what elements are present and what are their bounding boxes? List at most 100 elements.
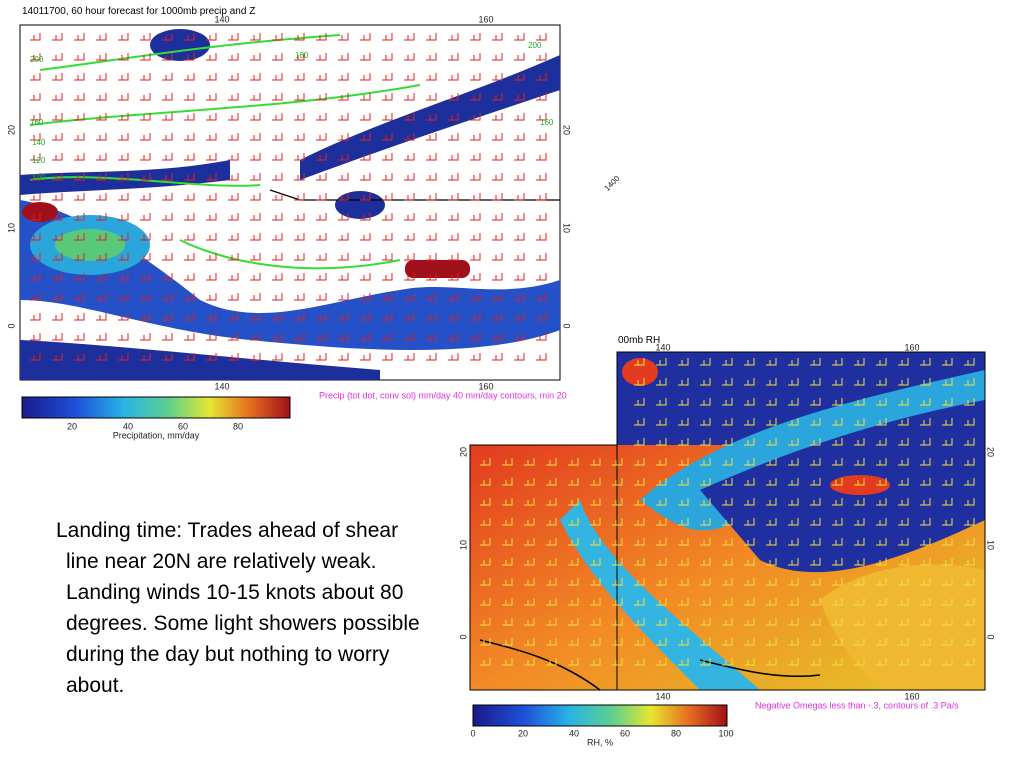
wind-barb — [536, 113, 547, 121]
wind-barb — [118, 333, 129, 341]
wind-barb — [404, 173, 415, 181]
wind-barb — [338, 353, 349, 361]
wind-barb — [700, 478, 711, 486]
wind-barb — [338, 253, 349, 261]
wind-barb — [502, 538, 513, 546]
wind-barb — [854, 358, 865, 366]
wind-barb — [96, 333, 107, 341]
wind-barb — [448, 93, 459, 101]
wind-barb — [184, 193, 195, 201]
wind-barb — [536, 93, 547, 101]
wind-barb — [206, 93, 217, 101]
wind-barb — [162, 273, 173, 281]
wind-barb — [546, 538, 557, 546]
wind-barb — [382, 133, 393, 141]
wind-barb — [74, 33, 85, 41]
colorbar-tick: 60 — [620, 728, 630, 738]
wind-barb — [546, 658, 557, 666]
wind-barb — [228, 313, 239, 321]
lon-label: 160 — [904, 691, 919, 701]
wind-barb — [656, 378, 667, 386]
wind-barb — [524, 578, 535, 586]
wind-barb — [744, 638, 755, 646]
wind-barb — [612, 578, 623, 586]
wind-barb — [502, 498, 513, 506]
wind-barb — [338, 113, 349, 121]
wind-barb — [162, 173, 173, 181]
wind-barb — [118, 73, 129, 81]
wind-barb — [250, 173, 261, 181]
wind-barb — [228, 193, 239, 201]
wind-barb — [206, 33, 217, 41]
colorbar-tick: 100 — [718, 728, 733, 738]
body-line: Landing winds 10-15 knots about 80 — [66, 581, 403, 604]
wind-barb — [206, 173, 217, 181]
wind-barb — [678, 578, 689, 586]
wind-barb — [118, 193, 129, 201]
wind-barb — [942, 378, 953, 386]
wind-barb — [162, 113, 173, 121]
wind-barb — [524, 558, 535, 566]
wind-barb — [338, 293, 349, 301]
wind-barb — [656, 578, 667, 586]
wind-barb — [568, 538, 579, 546]
wind-barb — [294, 173, 305, 181]
wind-barb — [206, 53, 217, 61]
wind-barb — [118, 33, 129, 41]
wind-barb — [74, 253, 85, 261]
wind-barb — [854, 418, 865, 426]
wind-barb — [184, 153, 195, 161]
wind-barb — [228, 133, 239, 141]
wind-barb — [832, 358, 843, 366]
wind-barb — [338, 273, 349, 281]
wind-barb — [700, 418, 711, 426]
wind-barb — [382, 213, 393, 221]
wind-barb — [118, 353, 129, 361]
wind-barb — [448, 53, 459, 61]
wind-barb — [788, 398, 799, 406]
wind-barb — [316, 213, 327, 221]
wind-barb — [250, 353, 261, 361]
colorbar-tick: 80 — [671, 728, 681, 738]
wind-barb — [480, 478, 491, 486]
wind-barb — [360, 333, 371, 341]
wind-barb — [766, 518, 777, 526]
wind-barb — [206, 193, 217, 201]
wind-barb — [722, 478, 733, 486]
wind-barb — [426, 53, 437, 61]
wind-barb — [184, 353, 195, 361]
wind-barb — [294, 73, 305, 81]
wind-barb — [546, 618, 557, 626]
wind-barb — [382, 33, 393, 41]
wind-barb — [788, 578, 799, 586]
wind-barb — [546, 598, 557, 606]
wind-barb — [920, 578, 931, 586]
wind-barb — [492, 293, 503, 301]
colorbar-tick: 40 — [123, 421, 133, 431]
wind-barb — [810, 658, 821, 666]
wind-barb — [272, 213, 283, 221]
wind-barb — [96, 173, 107, 181]
wind-barb — [272, 253, 283, 261]
wind-barb — [656, 498, 667, 506]
wind-barb — [722, 578, 733, 586]
body-line: during the day but nothing to worry — [66, 643, 390, 666]
wind-barb — [74, 213, 85, 221]
wind-barb — [514, 193, 525, 201]
wind-barb — [700, 358, 711, 366]
wind-barb — [184, 73, 195, 81]
wind-barb — [514, 113, 525, 121]
wind-barb — [788, 558, 799, 566]
wind-barb — [568, 498, 579, 506]
wind-barb — [612, 618, 623, 626]
wind-barb — [492, 333, 503, 341]
wind-barb — [404, 93, 415, 101]
wind-barb — [898, 378, 909, 386]
wind-barb — [338, 133, 349, 141]
wind-barb — [656, 638, 667, 646]
wind-barb — [480, 638, 491, 646]
wind-barb — [832, 378, 843, 386]
wind-barb — [52, 333, 63, 341]
wind-barb — [492, 173, 503, 181]
wind-barb — [766, 398, 777, 406]
